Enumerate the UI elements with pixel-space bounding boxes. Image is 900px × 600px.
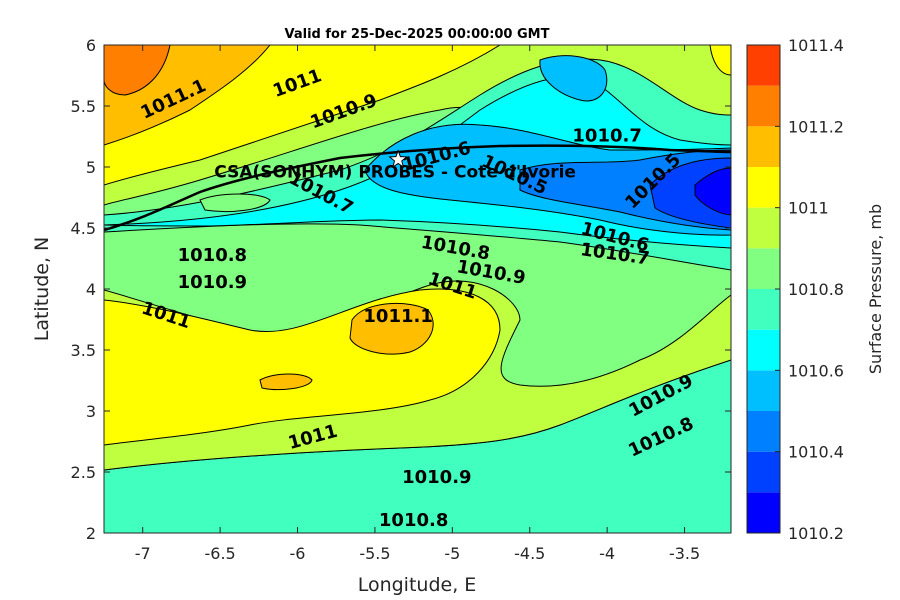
colorbar-tick-label: 1010.4 (788, 443, 844, 462)
x-axis-title: Longitude, E (358, 574, 477, 596)
x-tick-label: -5 (444, 544, 460, 563)
x-axis: -7 -6.5 -6 -5.5 -5 -4.5 -4 -3.5 (135, 45, 700, 563)
band-1011-1-south (349, 302, 434, 355)
colorbar (747, 45, 780, 533)
y-tick-label: 4.5 (71, 219, 96, 238)
colorbar-band (747, 207, 780, 249)
colorbar-band (747, 329, 780, 371)
pressure-field (104, 45, 731, 533)
colorbar-band (747, 492, 780, 533)
station-label: CSA(SONHYM) PROBES - Cote d'Ivorie (214, 163, 576, 183)
band-1011-north-east (709, 45, 731, 76)
y-axis-title: Latitude, N (31, 237, 53, 342)
colorbar-band (747, 411, 780, 452)
coastline (104, 144, 731, 232)
y-tick-label: 4 (86, 280, 96, 299)
chart-title: Valid for 25-Dec-2025 00:00:00 GMT (285, 27, 550, 42)
y-tick-label: 5 (86, 158, 96, 177)
x-tick-label: -6.5 (205, 544, 236, 563)
colorbar-tick-label: 1011.4 (788, 36, 844, 55)
colorbar-band (747, 85, 780, 127)
station-star-icon (388, 149, 409, 169)
contour-label: 1010.8 (178, 245, 247, 266)
y-tick-label: 5.5 (71, 97, 96, 116)
x-tick-label: -5.5 (359, 544, 390, 563)
y-tick-label: 2.5 (71, 463, 96, 482)
contour-label: 1011.1 (363, 306, 432, 327)
colorbar-band (747, 167, 780, 208)
band-1010-2-trough (694, 167, 731, 216)
x-tick-label: -4.5 (514, 544, 545, 563)
x-tick-label: -7 (135, 544, 151, 563)
band-1010-5-north (539, 55, 608, 102)
colorbar-band (747, 451, 780, 493)
y-axis: 2 2.5 3 3.5 4 4.5 5 5.5 6 (71, 36, 731, 543)
colorbar-tick-label: 1010.2 (788, 524, 844, 543)
x-tick-label: -4 (599, 544, 615, 563)
colorbar-tick-label: 1011 (788, 199, 829, 218)
y-tick-label: 3 (86, 402, 96, 421)
x-tick-label: -6 (290, 544, 306, 563)
colorbar-band (747, 45, 780, 86)
x-tick-label: -3.5 (669, 544, 700, 563)
colorbar-tick-label: 1010.8 (788, 280, 844, 299)
y-tick-label: 3.5 (71, 341, 96, 360)
colorbar-band (747, 370, 780, 411)
station-marker-group: CSA(SONHYM) PROBES - Cote d'Ivorie (214, 149, 576, 183)
colorbar-band (747, 126, 780, 167)
y-tick-label: 6 (86, 36, 96, 55)
y-tick-label: 2 (86, 524, 96, 543)
colorbar-band (747, 289, 780, 330)
contour-label: 1010.9 (178, 272, 247, 293)
contour-label: 1010.8 (379, 510, 448, 531)
band-1010-8-pocket (199, 193, 271, 213)
colorbar-band (747, 248, 780, 289)
colorbar-tick-label: 1011.2 (788, 117, 844, 136)
band-1011-2-north (104, 45, 171, 96)
colorbar-ticks: 1010.2 1010.4 1010.6 1010.8 1011 1011.2 1011.4 (775, 36, 844, 543)
contour-label: 1010.9 (402, 467, 471, 488)
band-1011-1-small (259, 373, 313, 391)
colorbar-title: Surface Pressure, mb (866, 204, 885, 374)
contour-label: 1010.7 (572, 126, 641, 147)
colorbar-tick-label: 1010.6 (788, 361, 844, 380)
